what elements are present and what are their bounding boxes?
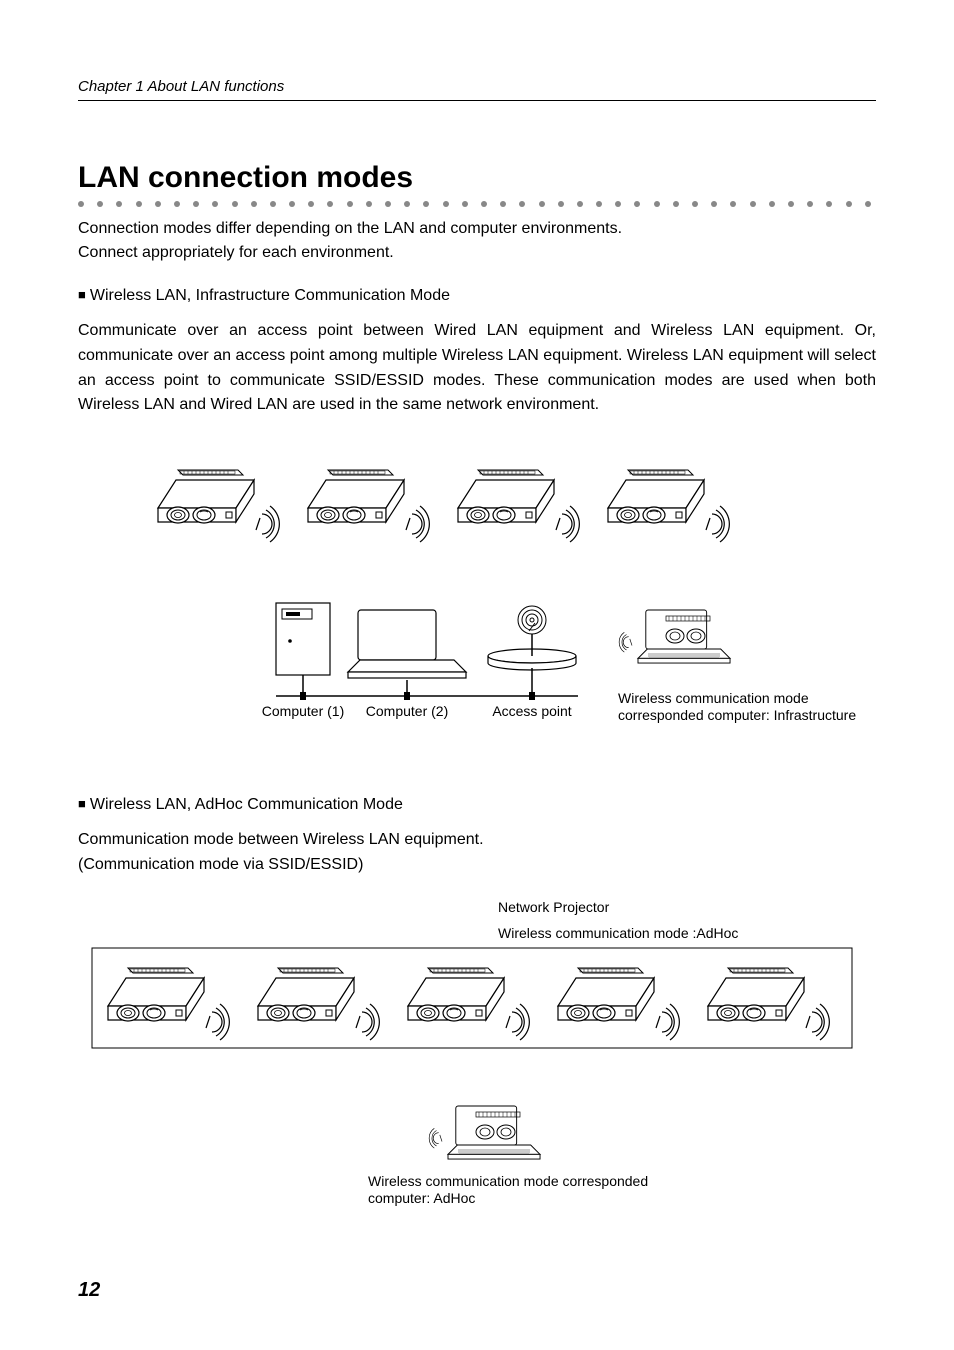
adhoc-diagram: Network Projector Wireless communication… xyxy=(78,896,876,1216)
adhoc-bottom2: computer: AdHoc xyxy=(368,1190,475,1206)
square-bullet-icon: ■ xyxy=(78,287,86,302)
cap-right1: Wireless communication mode xyxy=(618,690,809,706)
section1-title: Wireless LAN, Infrastructure Communicati… xyxy=(90,287,450,304)
cap-right2: corresponded computer: Infrastructure xyxy=(618,707,856,723)
cap-access-point: Access point xyxy=(492,703,571,719)
section1-body: Communicate over an access point between… xyxy=(78,319,876,418)
section2-line2: (Communication mode via SSID/ESSID) xyxy=(78,856,363,873)
section2-body: Communication mode between Wireless LAN … xyxy=(78,828,876,878)
adhoc-bottom1: Wireless communication mode corresponded xyxy=(368,1173,648,1189)
section1-heading: ■ Wireless LAN, Infrastructure Communicat… xyxy=(78,287,876,305)
page-title: LAN connection modes xyxy=(78,161,876,195)
chapter-header: Chapter 1 About LAN functions xyxy=(78,78,876,101)
section2-line1: Communication mode between Wireless LAN … xyxy=(78,831,484,848)
square-bullet-icon: ■ xyxy=(78,796,86,811)
cap-computer2: Computer (2) xyxy=(366,703,448,719)
intro-line-1: Connection modes differ depending on the… xyxy=(78,220,622,237)
cap-computer1: Computer (1) xyxy=(262,703,344,719)
adhoc-top1: Network Projector xyxy=(498,899,610,915)
intro-line-2: Connect appropriately for each environme… xyxy=(78,244,394,261)
infrastructure-diagram: Computer (1) Computer (2) Access point W… xyxy=(78,458,876,768)
section2-heading: ■ Wireless LAN, AdHoc Communication Mode xyxy=(78,796,876,814)
section2-title: Wireless LAN, AdHoc Communication Mode xyxy=(90,796,403,813)
intro-text: Connection modes differ depending on the… xyxy=(78,217,876,265)
dot-rule xyxy=(78,201,876,207)
adhoc-top2: Wireless communication mode :AdHoc xyxy=(498,925,738,941)
page-number: 12 xyxy=(78,1279,100,1302)
